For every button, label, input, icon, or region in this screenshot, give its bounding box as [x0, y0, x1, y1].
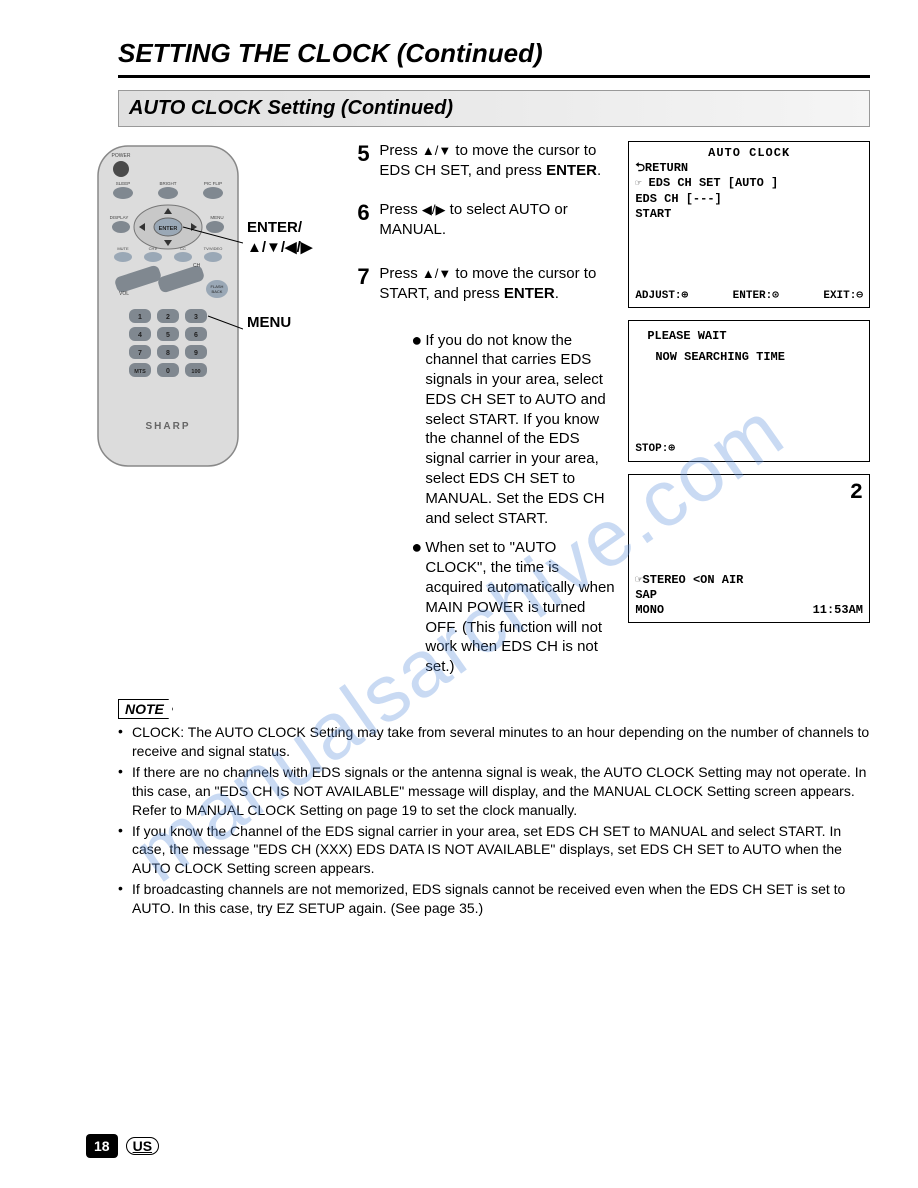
- svg-text:7: 7: [138, 350, 142, 357]
- svg-text:CC: CC: [180, 246, 186, 251]
- svg-text:3: 3: [194, 314, 198, 321]
- step-num: 7: [357, 264, 379, 305]
- step-7: 7 Press ▲/▼ to move the cursor to START,…: [357, 264, 620, 305]
- channel-number: 2: [635, 479, 863, 507]
- svg-text:BACK: BACK: [212, 289, 223, 294]
- svg-text:VOL: VOL: [119, 291, 129, 297]
- bullet-icon: ●: [411, 331, 425, 529]
- step-text: Press ◀/▶ to select AUTO or MANUAL.: [379, 200, 620, 241]
- step-num: 5: [357, 141, 379, 182]
- osd-exit: EXIT:⊖: [823, 290, 863, 304]
- label-menu: MENU: [247, 314, 312, 331]
- svg-text:SLEEP: SLEEP: [116, 181, 131, 186]
- svg-text:ENTER: ENTER: [159, 226, 178, 232]
- note-item: •If you know the Channel of the EDS sign…: [118, 822, 870, 879]
- osd-line: PLEASE WAIT: [647, 329, 863, 344]
- osd-line: EDS CH [---]: [635, 192, 863, 207]
- tip-text: When set to "AUTO CLOCK", the time is ac…: [425, 538, 620, 677]
- title-rule: [118, 75, 870, 78]
- step-text: Press ▲/▼ to move the cursor to EDS CH S…: [379, 141, 620, 182]
- svg-text:6: 6: [194, 332, 198, 339]
- svg-text:2: 2: [166, 314, 170, 321]
- note-item: •CLOCK: The AUTO CLOCK Setting may take …: [118, 723, 870, 761]
- svg-text:MUTE: MUTE: [117, 246, 129, 251]
- svg-text:SHARP: SHARP: [146, 421, 191, 432]
- osd-line: ⮌RETURN: [635, 161, 863, 176]
- note-item: •If there are no channels with EDS signa…: [118, 763, 870, 820]
- osd-stop: STOP:⊕: [635, 443, 675, 457]
- svg-text:0: 0: [166, 368, 170, 375]
- osd-searching: PLEASE WAIT NOW SEARCHING TIME STOP:⊕: [628, 320, 870, 462]
- osd-line: MONO: [635, 603, 664, 618]
- osd-adjust: ADJUST:⊕: [635, 290, 688, 304]
- step-text: Press ▲/▼ to move the cursor to START, a…: [379, 264, 620, 305]
- svg-text:POWER: POWER: [112, 153, 131, 159]
- svg-text:BRIGHT: BRIGHT: [160, 181, 177, 186]
- svg-text:4: 4: [138, 332, 142, 339]
- osd-enter: ENTER:⊙: [733, 290, 779, 304]
- svg-text:MTS: MTS: [134, 369, 146, 375]
- step-6: 6 Press ◀/▶ to select AUTO or MANUAL.: [357, 200, 620, 241]
- osd-line: START: [635, 207, 863, 222]
- tip-text: If you do not know the channel that carr…: [425, 331, 620, 529]
- svg-text:TV/VIDEO: TV/VIDEO: [204, 246, 223, 251]
- osd-line: ☞ EDS CH SET [AUTO ]: [635, 176, 863, 192]
- section-banner: AUTO CLOCK Setting (Continued): [118, 90, 870, 127]
- osd-channel: 2 ☞STEREO <ON AIR SAP MONO 11:53AM: [628, 474, 870, 623]
- label-enter: ENTER/: [247, 219, 312, 236]
- svg-text:CH: CH: [193, 263, 201, 269]
- tip-1: ● If you do not know the channel that ca…: [411, 331, 620, 529]
- osd-auto-clock: AUTO CLOCK ⮌RETURN ☞ EDS CH SET [AUTO ] …: [628, 141, 870, 308]
- note-label: NOTE: [118, 699, 173, 719]
- osd-line: SAP: [635, 588, 863, 603]
- svg-text:5: 5: [166, 332, 170, 339]
- svg-text:100: 100: [191, 369, 200, 375]
- bullet-icon: ●: [411, 538, 425, 677]
- svg-text:1: 1: [138, 314, 142, 321]
- osd-line: ☞STEREO <ON AIR: [635, 573, 863, 588]
- page-title: SETTING THE CLOCK (Continued): [118, 38, 870, 75]
- step-5: 5 Press ▲/▼ to move the cursor to EDS CH…: [357, 141, 620, 182]
- label-arrows: ▲/▼/◀/▶: [247, 238, 312, 256]
- svg-text:8: 8: [166, 350, 170, 357]
- tip-2: ● When set to "AUTO CLOCK", the time is …: [411, 538, 620, 677]
- remote-illustration: POWER SLEEP BRIGHT PIC FLIP ENTER DISPLA…: [93, 141, 243, 471]
- note-item: •If broadcasting channels are not memori…: [118, 880, 870, 918]
- svg-text:CH∨: CH∨: [149, 246, 158, 251]
- svg-text:MENU: MENU: [210, 215, 223, 220]
- region-badge-icon: US: [126, 1137, 159, 1155]
- svg-text:DISPLAY: DISPLAY: [110, 215, 129, 220]
- note-section: NOTE •CLOCK: The AUTO CLOCK Setting may …: [118, 699, 870, 918]
- page-number: 18: [86, 1134, 118, 1158]
- step-num: 6: [357, 200, 379, 241]
- svg-text:9: 9: [194, 350, 198, 357]
- osd-title: AUTO CLOCK: [635, 146, 863, 161]
- osd-time: 11:53AM: [813, 603, 863, 618]
- osd-line: NOW SEARCHING TIME: [655, 350, 863, 365]
- svg-text:PIC FLIP: PIC FLIP: [204, 181, 222, 186]
